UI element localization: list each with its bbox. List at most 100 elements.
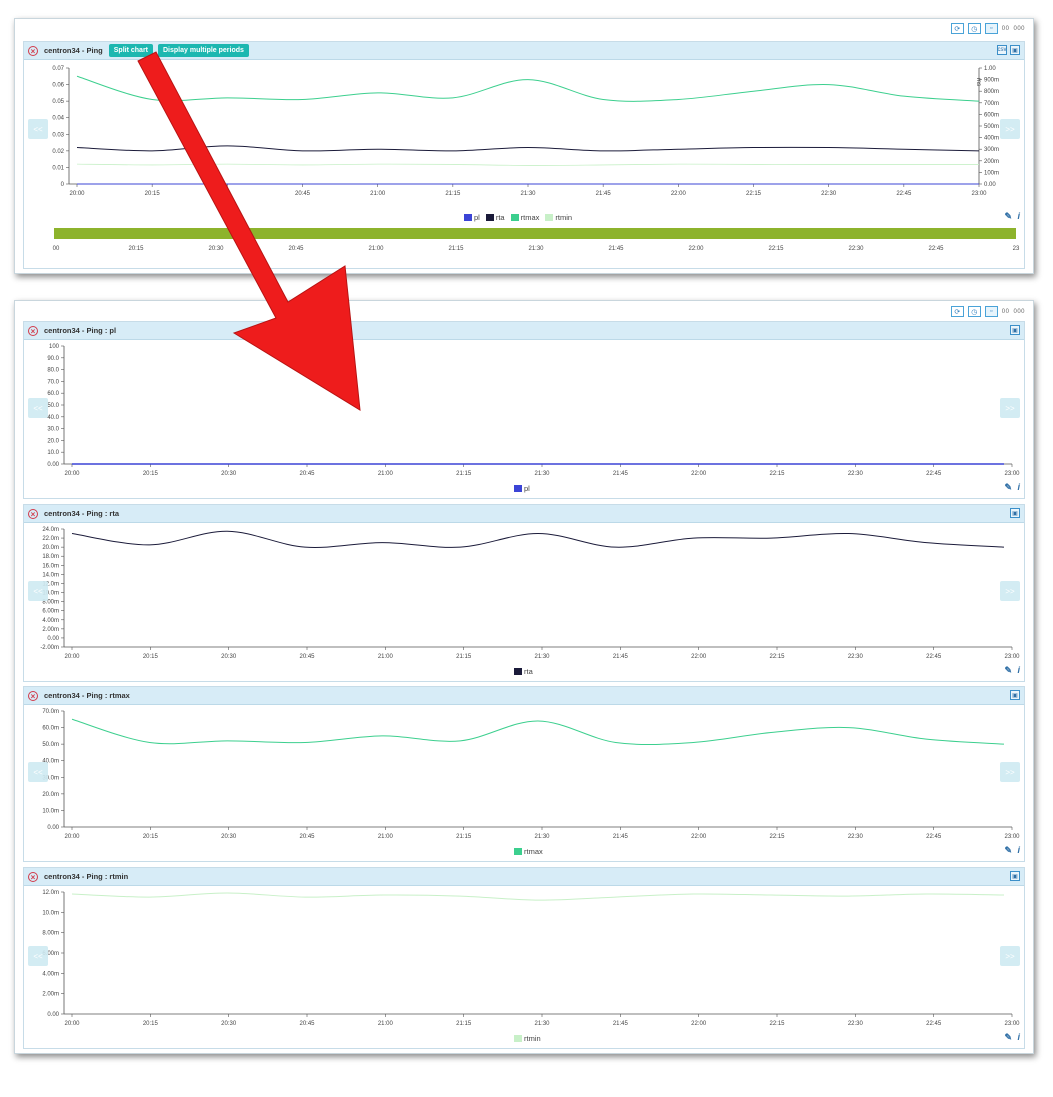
edit-pencil-icon[interactable]: ✎: [1004, 665, 1012, 675]
legend-label: pl: [524, 484, 530, 493]
y-tick-label: 0.07: [52, 66, 64, 72]
next-period-button[interactable]: >>: [1000, 946, 1020, 966]
image-export-icon[interactable]: ▣: [1010, 508, 1020, 518]
next-period-button[interactable]: >>: [1000, 398, 1020, 418]
edit-pencil-icon[interactable]: ✎: [1004, 211, 1012, 221]
x-tick-label: 22:00: [691, 1021, 707, 1027]
timer-icon[interactable]: ◷: [967, 306, 981, 317]
layout-double-button[interactable]: 00: [1001, 308, 1010, 315]
legend-item-rtmax[interactable]: rtmax: [510, 213, 539, 222]
layout-single-button[interactable]: ▫: [984, 23, 998, 34]
legend-label: rtmin: [555, 213, 573, 222]
x-tick-label: 21:30: [534, 834, 550, 840]
y-tick-label: 18.0m: [42, 554, 59, 560]
info-icon[interactable]: i: [1017, 845, 1020, 855]
layout-double-button[interactable]: 00: [1001, 25, 1010, 32]
panel-header: × centron34 - Ping : rtmax ▣: [24, 687, 1024, 705]
info-icon[interactable]: i: [1017, 1032, 1020, 1042]
y-tick-label: 4.00m: [42, 971, 59, 977]
edit-pencil-icon[interactable]: ✎: [1004, 1032, 1012, 1042]
image-export-icon[interactable]: ▣: [1010, 45, 1020, 55]
panel-title: centron34 - Ping : rtmax: [44, 691, 130, 700]
legend-label: rtmax: [524, 847, 543, 856]
series-line-rtmax: [76, 75, 980, 102]
y-tick-label: 2.00m: [42, 627, 59, 633]
close-icon[interactable]: ×: [28, 871, 38, 882]
prev-period-button[interactable]: <<: [28, 581, 48, 601]
series-line-rtmin: [71, 892, 1005, 901]
x-tick-label: 22:15: [746, 191, 762, 197]
close-icon[interactable]: ×: [28, 45, 38, 56]
legend-item-pl[interactable]: pl: [514, 484, 530, 493]
y-tick-label: 0.06: [52, 83, 64, 89]
legend-swatch: [485, 214, 494, 221]
refresh-icon[interactable]: ⟳: [950, 306, 964, 317]
navigator-tick-label: 22:15: [768, 246, 784, 252]
layout-triple-button[interactable]: 000: [1013, 308, 1025, 315]
x-tick-label: 21:45: [596, 191, 612, 197]
next-period-button[interactable]: >>: [1000, 762, 1020, 782]
x-tick-label: 20:00: [64, 471, 80, 477]
x-tick-label: 22:30: [848, 654, 864, 660]
y-tick-label: -2.00m: [40, 645, 59, 651]
split-chart-button[interactable]: Split chart: [108, 44, 153, 57]
x-tick-label: 22:00: [691, 834, 707, 840]
prev-period-button[interactable]: <<: [28, 398, 48, 418]
legend-label: pl: [474, 213, 480, 222]
y-tick-label: 30.0m: [42, 775, 59, 781]
x-tick-label: 22:15: [769, 471, 785, 477]
legend-item-rtmax[interactable]: rtmax: [514, 847, 543, 856]
series-line-rtmax: [71, 718, 1005, 746]
y-tick-label: 16.0m: [42, 563, 59, 569]
display-multiple-periods-button[interactable]: Display multiple periods: [158, 44, 249, 57]
legend-item-pl[interactable]: pl: [464, 213, 480, 222]
y-tick-label: 80.0: [47, 368, 59, 374]
image-export-icon[interactable]: ▣: [1010, 325, 1020, 335]
legend-item-rtmin[interactable]: rtmin: [545, 213, 572, 222]
x-tick-label: 20:45: [299, 654, 315, 660]
legend-label: rtmin: [524, 1034, 541, 1043]
x-tick-label: 22:15: [769, 834, 785, 840]
y-tick-label: 10.0m: [42, 591, 59, 597]
y2-tick-label: 200m: [984, 159, 999, 165]
prev-period-button[interactable]: <<: [28, 946, 48, 966]
info-icon[interactable]: i: [1017, 665, 1020, 675]
x-tick-label: 21:15: [456, 834, 472, 840]
legend-item-rta[interactable]: rta: [485, 213, 505, 222]
close-icon[interactable]: ×: [28, 508, 38, 519]
info-icon[interactable]: i: [1017, 482, 1020, 492]
legend-swatch: [514, 485, 522, 492]
legend-swatch: [514, 848, 522, 855]
legend-item-rtmin[interactable]: rtmin: [514, 1034, 541, 1043]
prev-period-button[interactable]: <<: [28, 119, 48, 139]
image-export-icon[interactable]: ▣: [1010, 871, 1020, 881]
close-icon[interactable]: ×: [28, 690, 38, 701]
y-tick-label: 0.03: [52, 132, 64, 138]
image-export-icon[interactable]: ▣: [1010, 690, 1020, 700]
legend-label: rta: [495, 213, 505, 222]
edit-pencil-icon[interactable]: ✎: [1004, 482, 1012, 492]
x-tick-label: 23:00: [1004, 834, 1020, 840]
next-period-button[interactable]: >>: [1000, 119, 1020, 139]
panel-title: centron34 - Ping : pl: [44, 326, 117, 335]
layout-triple-button[interactable]: 000: [1013, 25, 1025, 32]
x-tick-label: 22:30: [848, 1021, 864, 1027]
edit-pencil-icon[interactable]: ✎: [1004, 845, 1012, 855]
prev-period-button[interactable]: <<: [28, 762, 48, 782]
timer-icon[interactable]: ◷: [967, 23, 981, 34]
y-tick-label: 14.0m: [42, 572, 59, 578]
y-tick-label: 0.01: [52, 165, 64, 171]
y-tick-label: 6.00m: [42, 951, 59, 957]
navigator-tick-label: 20:15: [128, 246, 144, 252]
refresh-icon[interactable]: ⟳: [950, 23, 964, 34]
csv-export-icon[interactable]: csv: [997, 45, 1007, 55]
layout-single-button[interactable]: ▫: [984, 306, 998, 317]
panel-header: × centron34 - Ping Split chart Display m…: [24, 42, 1024, 60]
x-tick-label: 21:30: [534, 471, 550, 477]
x-tick-label: 21:15: [456, 1021, 472, 1027]
navigator-tick-label: 21:45: [608, 246, 624, 252]
close-icon[interactable]: ×: [28, 325, 38, 336]
legend-item-rta[interactable]: rta: [514, 667, 533, 676]
info-icon[interactable]: i: [1017, 211, 1020, 221]
next-period-button[interactable]: >>: [1000, 581, 1020, 601]
